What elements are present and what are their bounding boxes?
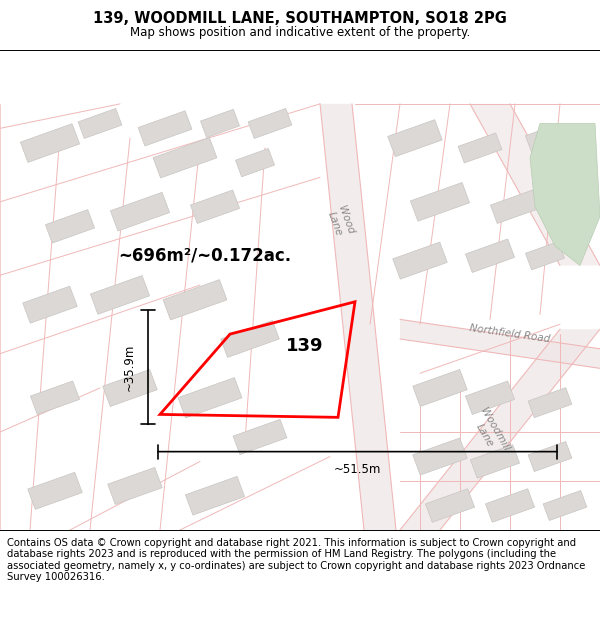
Text: ~35.9m: ~35.9m <box>123 344 136 391</box>
Polygon shape <box>31 381 80 414</box>
Text: Contains OS data © Crown copyright and database right 2021. This information is : Contains OS data © Crown copyright and d… <box>7 538 586 582</box>
Polygon shape <box>320 104 396 530</box>
Polygon shape <box>530 124 600 266</box>
Polygon shape <box>110 192 170 231</box>
Polygon shape <box>388 119 442 157</box>
Polygon shape <box>153 138 217 178</box>
Polygon shape <box>235 149 275 177</box>
Polygon shape <box>466 381 515 414</box>
Polygon shape <box>185 476 245 515</box>
Text: Woodmill
Lane: Woodmill Lane <box>469 406 511 458</box>
Polygon shape <box>78 109 122 139</box>
Polygon shape <box>23 286 77 323</box>
Polygon shape <box>528 388 572 418</box>
Polygon shape <box>526 124 565 152</box>
Polygon shape <box>233 419 287 454</box>
Polygon shape <box>490 190 539 224</box>
Polygon shape <box>108 468 162 504</box>
Polygon shape <box>393 242 447 279</box>
Polygon shape <box>91 276 149 314</box>
Polygon shape <box>413 369 467 406</box>
Polygon shape <box>20 124 80 162</box>
Polygon shape <box>413 438 467 475</box>
Text: 139, WOODMILL LANE, SOUTHAMPTON, SO18 2PG: 139, WOODMILL LANE, SOUTHAMPTON, SO18 2P… <box>93 11 507 26</box>
Polygon shape <box>138 111 192 146</box>
Text: ~51.5m: ~51.5m <box>334 463 381 476</box>
Polygon shape <box>553 189 587 214</box>
Polygon shape <box>528 441 572 471</box>
Polygon shape <box>410 182 470 221</box>
Polygon shape <box>470 444 520 478</box>
Polygon shape <box>103 369 157 406</box>
Polygon shape <box>28 472 82 509</box>
Polygon shape <box>526 242 565 270</box>
Polygon shape <box>470 104 600 266</box>
Polygon shape <box>458 133 502 163</box>
Text: ~696m²/~0.172ac.: ~696m²/~0.172ac. <box>118 247 292 265</box>
Polygon shape <box>221 321 279 357</box>
Polygon shape <box>543 491 587 521</box>
Polygon shape <box>400 319 600 368</box>
Text: Northfield Road: Northfield Road <box>469 324 551 345</box>
Polygon shape <box>425 489 475 522</box>
Polygon shape <box>248 109 292 139</box>
Polygon shape <box>163 279 227 320</box>
Text: 139: 139 <box>286 337 324 355</box>
Text: Map shows position and indicative extent of the property.: Map shows position and indicative extent… <box>130 26 470 39</box>
Polygon shape <box>485 489 535 522</box>
Polygon shape <box>400 329 600 530</box>
Text: Wood
Lane: Wood Lane <box>325 204 355 239</box>
Polygon shape <box>466 239 515 272</box>
Polygon shape <box>200 109 239 138</box>
Polygon shape <box>46 209 95 243</box>
Polygon shape <box>190 190 239 224</box>
Polygon shape <box>178 378 242 418</box>
